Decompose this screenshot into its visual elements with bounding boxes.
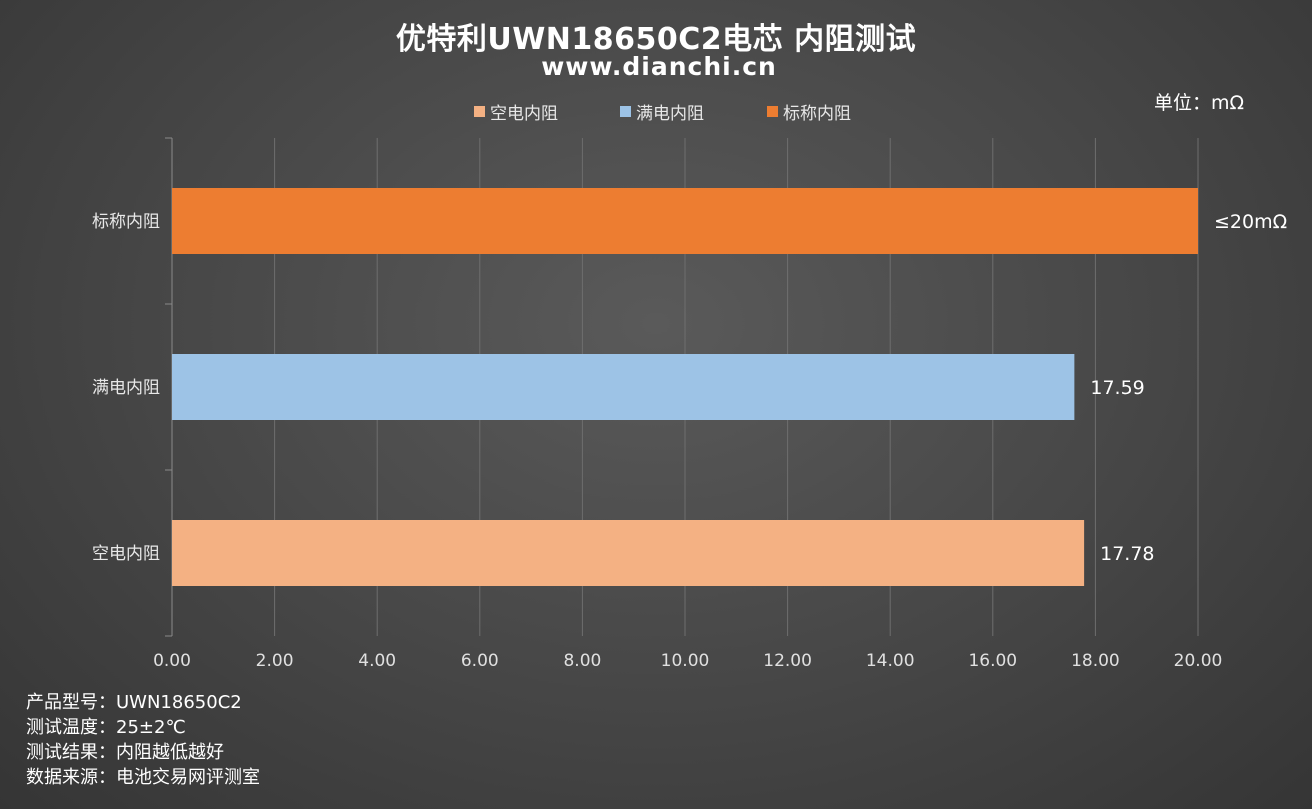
legend-label-nominal: 标称内阻 xyxy=(783,104,851,124)
legend-item-full: 满电内阻 xyxy=(620,99,704,124)
category-label: 空电内阻 xyxy=(92,544,160,564)
x-tick-label: 16.00 xyxy=(968,651,1017,671)
chart-title: 优特利UWN18650C2电芯 内阻测试 xyxy=(395,22,917,57)
x-tick-label: 12.00 xyxy=(763,651,812,671)
x-tick-label: 14.00 xyxy=(866,651,915,671)
data-label-2: ≤20mΩ xyxy=(1214,211,1287,233)
legend-swatch-nominal xyxy=(767,106,778,117)
notes: 产品型号：UWN18650C2 测试温度：25±2℃ 测试结果：内阻越低越好 数… xyxy=(26,690,260,790)
x-tick-label: 4.00 xyxy=(358,651,396,671)
chart-subtitle: www.dianchi.cn xyxy=(541,52,777,81)
legend-swatch-empty xyxy=(474,106,485,117)
bar-0 xyxy=(172,520,1085,586)
x-tick-label: 2.00 xyxy=(256,651,294,671)
legend-label-full: 满电内阻 xyxy=(636,104,704,124)
legend-swatch-full xyxy=(620,106,631,117)
note-result: 测试结果：内阻越低越好 xyxy=(26,742,224,763)
bar-1 xyxy=(172,354,1075,420)
x-tick-label: 10.00 xyxy=(661,651,710,671)
note-source: 数据来源：电池交易网评测室 xyxy=(26,767,260,788)
x-tick-label: 18.00 xyxy=(1071,651,1120,671)
legend-item-nominal: 标称内阻 xyxy=(767,99,851,124)
x-tick-label: 6.00 xyxy=(461,651,499,671)
data-label-1: 17.59 xyxy=(1090,377,1144,399)
bar-2 xyxy=(172,188,1198,254)
category-label: 满电内阻 xyxy=(92,378,160,398)
legend-label-empty: 空电内阻 xyxy=(490,104,558,124)
x-tick-label: 0.00 xyxy=(153,651,191,671)
legend-item-empty: 空电内阻 xyxy=(474,99,558,124)
x-tick-label: 8.00 xyxy=(563,651,601,671)
unit-label: 单位：mΩ xyxy=(1154,92,1245,114)
data-label-0: 17.78 xyxy=(1100,543,1154,565)
note-temperature: 测试温度：25±2℃ xyxy=(26,717,186,738)
x-tick-label: 20.00 xyxy=(1174,651,1223,671)
note-model: 产品型号：UWN18650C2 xyxy=(26,692,242,713)
legend: 空电内阻 满电内阻 标称内阻 xyxy=(0,99,1312,124)
category-label: 标称内阻 xyxy=(92,212,160,232)
